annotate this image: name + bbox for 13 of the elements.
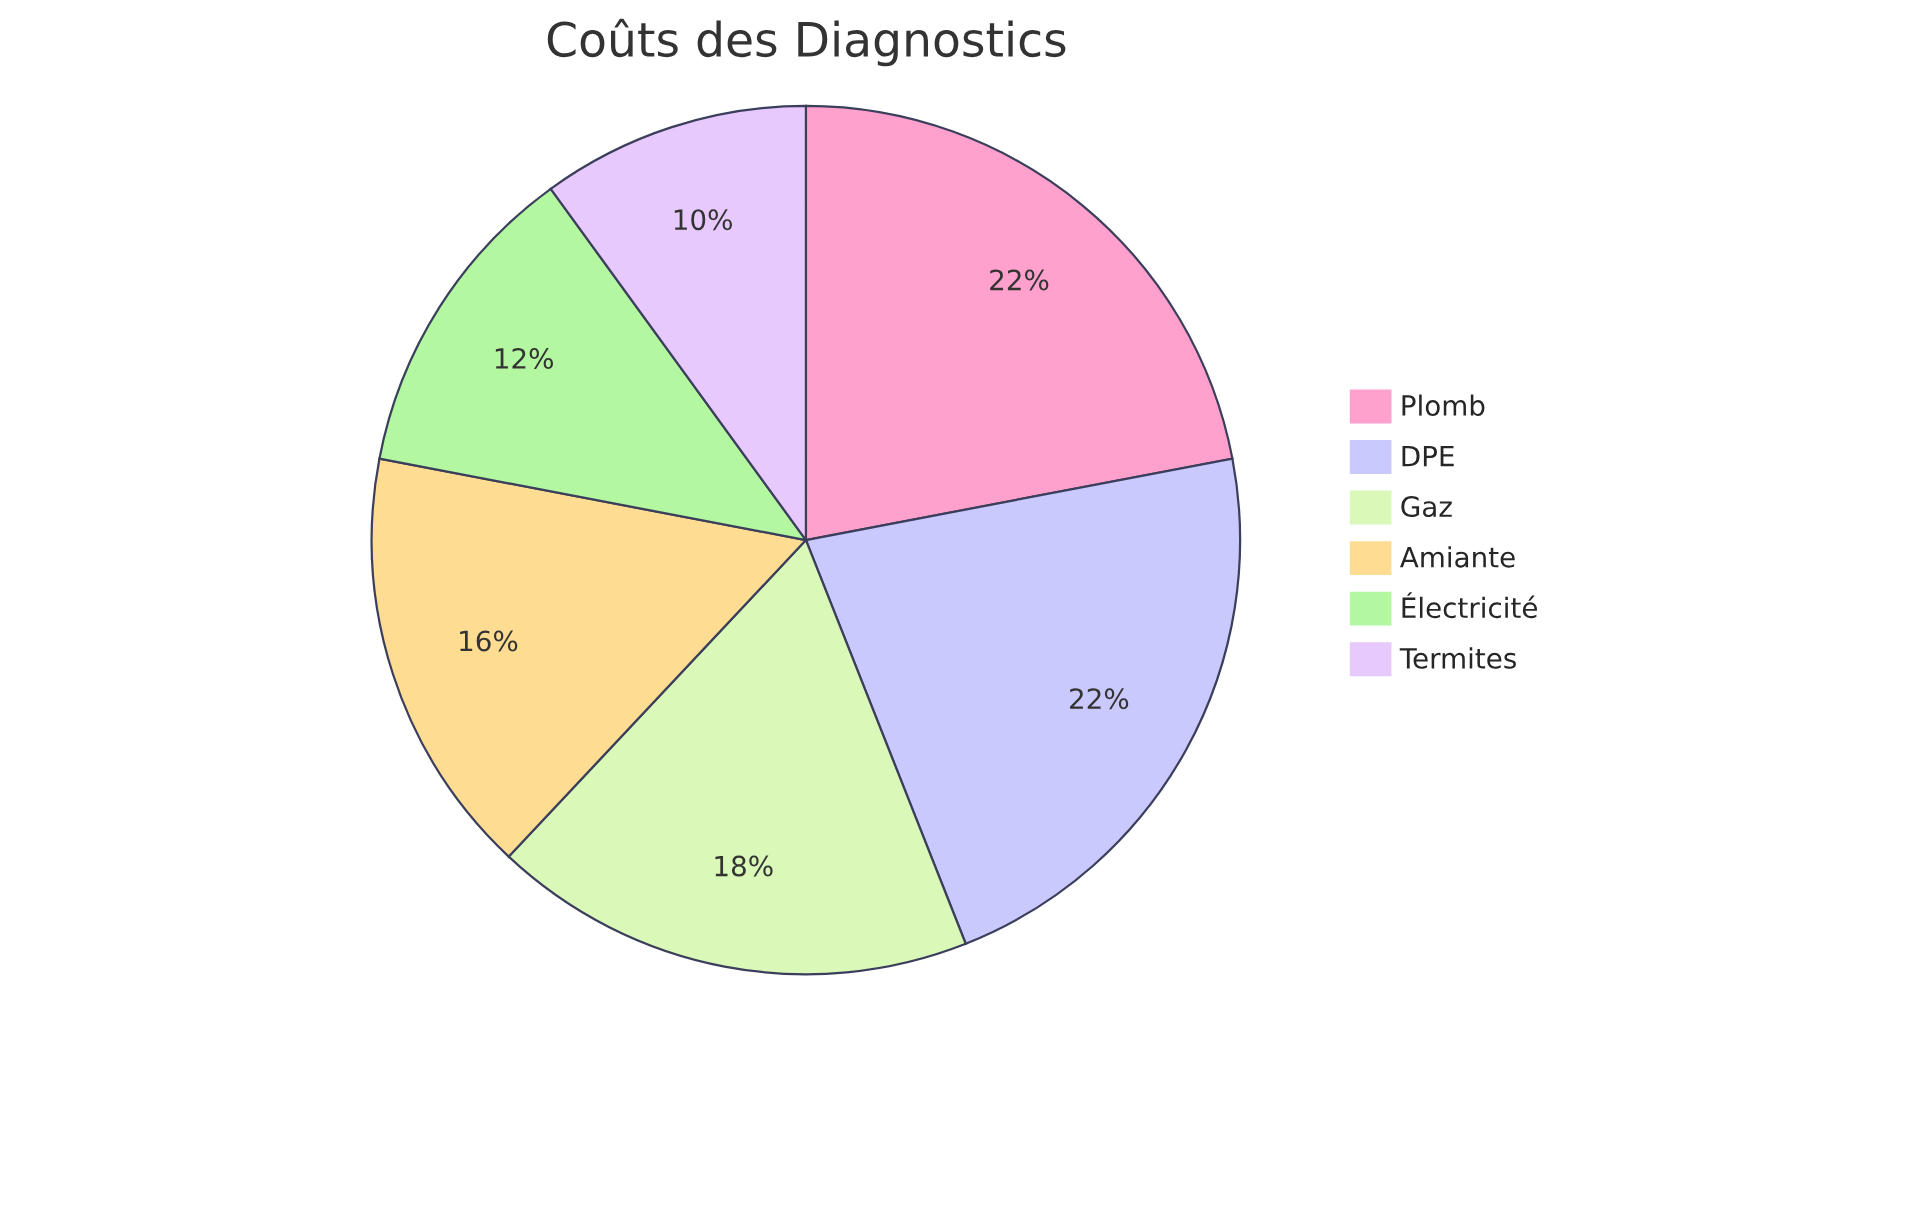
data-label: 12% [495, 347, 553, 369]
data-label: 18% [715, 855, 773, 877]
legend-label: Plomb [1402, 394, 1485, 417]
data-label: 10% [674, 209, 732, 231]
data-label: 22% [1070, 688, 1129, 710]
data-label: 22% [990, 269, 1049, 291]
legend-label: Termites [1399, 647, 1516, 669]
chart-title: Coûts des Diagnostics [547, 18, 1066, 67]
data-label: 16% [460, 630, 518, 652]
legend-label: Gaz [1401, 496, 1452, 518]
legend-label: DPE [1402, 445, 1454, 467]
legend-label: Amiante [1400, 546, 1515, 568]
legend-label: Électricité [1402, 592, 1537, 619]
